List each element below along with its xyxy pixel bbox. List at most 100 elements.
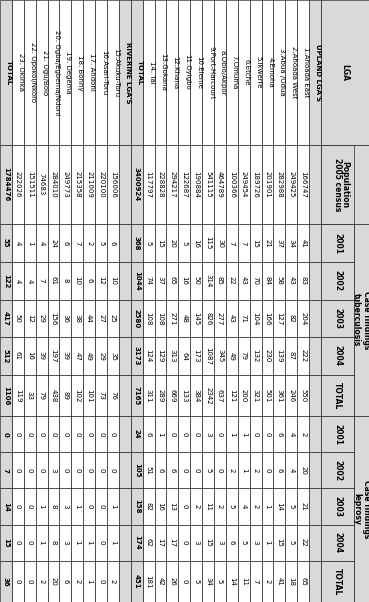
Text: 11: 11 bbox=[205, 502, 211, 511]
Polygon shape bbox=[273, 144, 285, 225]
Text: 637: 637 bbox=[217, 389, 223, 402]
Text: 0: 0 bbox=[110, 432, 116, 436]
Text: 74: 74 bbox=[146, 276, 152, 285]
Polygon shape bbox=[131, 0, 143, 144]
Text: 5: 5 bbox=[288, 541, 294, 545]
Polygon shape bbox=[250, 416, 262, 452]
Text: 73: 73 bbox=[98, 391, 104, 400]
Polygon shape bbox=[155, 300, 166, 337]
Text: 51: 51 bbox=[146, 466, 152, 475]
Text: 1087: 1087 bbox=[205, 347, 211, 365]
Polygon shape bbox=[155, 416, 166, 452]
Text: 37: 37 bbox=[158, 276, 163, 285]
Polygon shape bbox=[309, 300, 321, 337]
Text: 74683: 74683 bbox=[39, 173, 45, 196]
Text: 108: 108 bbox=[158, 312, 163, 325]
Polygon shape bbox=[36, 300, 48, 337]
Text: 2: 2 bbox=[253, 468, 259, 473]
Polygon shape bbox=[250, 375, 262, 416]
Text: 0: 0 bbox=[27, 468, 33, 473]
Polygon shape bbox=[0, 262, 12, 300]
Text: 5: 5 bbox=[229, 504, 235, 509]
Polygon shape bbox=[83, 375, 95, 416]
Polygon shape bbox=[59, 416, 71, 452]
Polygon shape bbox=[95, 144, 107, 225]
Text: RIVERINE LGA'S: RIVERINE LGA'S bbox=[125, 42, 131, 103]
Polygon shape bbox=[143, 300, 155, 337]
Text: 2001: 2001 bbox=[333, 424, 342, 445]
Text: 190884: 190884 bbox=[193, 171, 199, 198]
Text: UPLAND LGA'S: UPLAND LGA'S bbox=[315, 44, 321, 101]
Polygon shape bbox=[178, 300, 190, 337]
Polygon shape bbox=[226, 488, 238, 524]
Polygon shape bbox=[48, 337, 59, 375]
Polygon shape bbox=[0, 300, 12, 337]
Text: 10: 10 bbox=[74, 276, 80, 285]
Polygon shape bbox=[214, 300, 226, 337]
Polygon shape bbox=[107, 144, 119, 225]
Text: 1: 1 bbox=[86, 541, 92, 545]
Polygon shape bbox=[119, 337, 131, 375]
Polygon shape bbox=[297, 560, 309, 602]
Text: 2001: 2001 bbox=[333, 232, 342, 253]
Polygon shape bbox=[36, 0, 48, 144]
Text: 8: 8 bbox=[62, 279, 68, 283]
Text: 197: 197 bbox=[51, 349, 56, 363]
Text: 201901: 201901 bbox=[265, 171, 270, 198]
Polygon shape bbox=[309, 225, 321, 262]
Text: 17: 17 bbox=[169, 538, 175, 547]
Polygon shape bbox=[59, 337, 71, 375]
Polygon shape bbox=[48, 0, 59, 144]
Text: 0: 0 bbox=[39, 468, 45, 473]
Text: 2: 2 bbox=[193, 504, 199, 509]
Polygon shape bbox=[202, 452, 214, 488]
Text: 0: 0 bbox=[265, 468, 270, 473]
Text: 27: 27 bbox=[98, 314, 104, 323]
Polygon shape bbox=[297, 144, 309, 225]
Polygon shape bbox=[214, 144, 226, 225]
Polygon shape bbox=[166, 488, 178, 524]
Polygon shape bbox=[107, 560, 119, 602]
Polygon shape bbox=[297, 337, 309, 375]
Polygon shape bbox=[238, 375, 250, 416]
Polygon shape bbox=[48, 262, 59, 300]
Polygon shape bbox=[12, 416, 24, 452]
Polygon shape bbox=[0, 488, 12, 524]
Text: 41: 41 bbox=[300, 238, 306, 247]
Text: 5.Ikwerre: 5.Ikwerre bbox=[256, 56, 262, 88]
Polygon shape bbox=[155, 262, 166, 300]
Polygon shape bbox=[36, 144, 48, 225]
Polygon shape bbox=[202, 560, 214, 602]
Text: 0: 0 bbox=[3, 432, 9, 436]
Text: 124: 124 bbox=[146, 349, 152, 362]
Polygon shape bbox=[143, 524, 155, 560]
Polygon shape bbox=[226, 144, 238, 225]
Text: 139: 139 bbox=[276, 349, 282, 363]
Polygon shape bbox=[155, 524, 166, 560]
Polygon shape bbox=[59, 375, 71, 416]
Polygon shape bbox=[71, 416, 83, 452]
Text: 220100: 220100 bbox=[98, 171, 104, 198]
Polygon shape bbox=[48, 300, 59, 337]
Polygon shape bbox=[24, 375, 36, 416]
Text: 6: 6 bbox=[62, 241, 68, 246]
Polygon shape bbox=[190, 337, 202, 375]
Polygon shape bbox=[250, 488, 262, 524]
Text: 43: 43 bbox=[229, 314, 235, 323]
Polygon shape bbox=[214, 225, 226, 262]
Polygon shape bbox=[12, 300, 24, 337]
Text: 104: 104 bbox=[253, 312, 259, 325]
Text: 1: 1 bbox=[86, 579, 92, 583]
Text: Case findings
tuberculosis: Case findings tuberculosis bbox=[352, 291, 369, 349]
Text: 49: 49 bbox=[229, 352, 235, 361]
Polygon shape bbox=[107, 337, 119, 375]
Text: 119: 119 bbox=[15, 389, 21, 402]
Text: 41: 41 bbox=[276, 577, 282, 586]
Text: 826: 826 bbox=[205, 312, 211, 325]
Text: 2003: 2003 bbox=[333, 308, 342, 329]
Text: 1: 1 bbox=[39, 541, 45, 545]
Text: 1: 1 bbox=[27, 241, 33, 246]
Polygon shape bbox=[250, 225, 262, 262]
Text: 0: 0 bbox=[27, 579, 33, 583]
Text: 20. Ogba/Egbema/Ndoni: 20. Ogba/Egbema/Ndoni bbox=[54, 29, 59, 115]
